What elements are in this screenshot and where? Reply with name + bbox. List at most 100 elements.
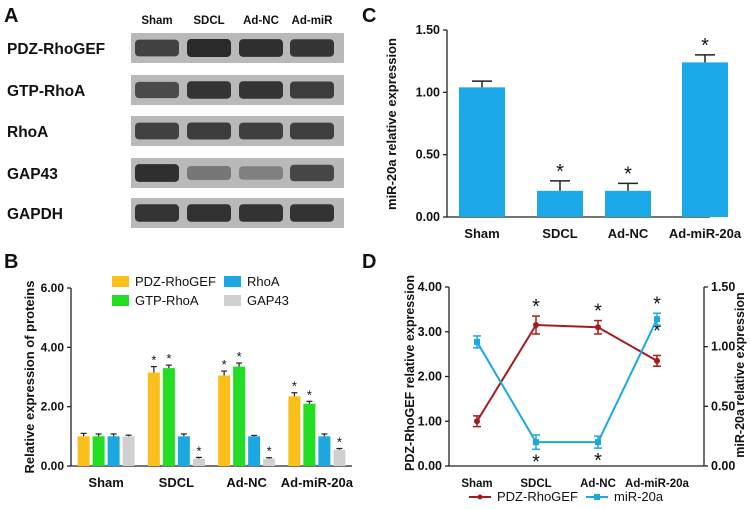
x-tick-label: Sham [461,478,492,490]
x-tick-label: SDCL [542,226,577,241]
y-axis-title: Relative expression of proteins [22,281,37,474]
blot-band [239,81,283,99]
y-axis-title: miR-20a relative expression [384,38,399,210]
y-tick-label: 1.00 [418,414,442,428]
y-tick-label: 1.50 [711,280,735,294]
y-tick-label: 3.00 [418,325,442,339]
y-tick-label: 2.00 [41,400,65,414]
blot-band [239,39,283,57]
blot-row-label: GAP43 [7,166,58,183]
blot-band [135,204,179,222]
y-tick-label: 4.00 [41,340,65,354]
blot-band [239,122,283,140]
significance-mark: * [337,434,342,449]
blot-band [290,39,334,57]
bar [333,449,346,466]
blot-column-label: Ad-NC [243,15,279,27]
data-point [595,324,601,331]
x-tick-label: Ad-miR-20a [625,478,690,490]
significance-mark: * [532,451,540,473]
blot-band [135,122,179,140]
legend-label: PDZ-RhoGEF [497,489,578,504]
blot-row-label: GTP-RhoA [7,83,85,100]
bar [288,396,301,466]
series-line [476,324,658,422]
x-tick-label: Ad-miR-20a [669,226,742,241]
blot-band [239,166,283,180]
legend-label: PDZ-RhoGEF [135,274,216,289]
bar [192,458,205,466]
data-point [474,418,480,425]
significance-mark: * [653,320,661,342]
panel-a-letter: A [4,5,18,27]
blot-row-label: GAPDH [7,206,63,223]
legend-label: miR-20a [614,489,664,504]
blot-band [187,204,231,222]
data-point [595,439,601,446]
blot-band [135,164,179,182]
series-line [476,318,658,444]
data-point [654,316,660,323]
significance-mark: * [594,450,602,472]
blot-column-label: SDCL [193,15,224,27]
significance-mark: * [307,387,312,402]
bar [303,403,316,466]
data-point [533,322,539,329]
significance-mark: * [222,357,227,372]
y-axis-title-right: miR-20a relative expression [733,292,747,457]
y-tick-label: 0.00 [41,459,65,473]
blot-band [135,39,179,57]
bar [682,62,728,218]
blot-column-label: Ad-miR [292,15,334,27]
significance-mark: * [701,35,709,57]
blot-band [187,39,231,57]
significance-mark: * [166,351,171,366]
x-tick-label: SDCL [520,478,551,490]
blot-band [290,122,334,140]
bar [248,436,261,466]
blot-band [239,204,283,222]
y-tick-label: 4.00 [418,280,442,294]
y-tick-label: 0.00 [711,459,735,473]
legend-label: RhoA [247,274,280,289]
bar [122,436,135,466]
y-tick-label: 2.00 [418,370,442,384]
significance-mark: * [624,163,632,185]
western-blot: Sham SDCL Ad-NC Ad-miR PDZ-RhoGEF GTP-RhoA Rho… [7,15,344,228]
significance-mark: * [532,296,540,318]
legend-marker [594,494,600,500]
blot-band [187,165,231,181]
x-tick-label: SDCL [159,475,194,490]
legend-swatch [224,276,241,287]
significance-mark: * [556,161,564,183]
y-tick-label: 6.00 [41,281,65,295]
bar [77,436,90,466]
bar [92,436,105,466]
y-tick-label: 0.00 [418,459,442,473]
significance-mark: * [151,353,156,368]
chart-d-dual-axis-line: 0.00 1.00 2.00 3.00 4.00 0.00 0.50 1.00 1.50 PDZ-… [403,275,747,504]
x-tick-label: Ad-NC [608,226,649,241]
legend-label: GTP-RhoA [135,293,199,308]
legend-swatch [112,276,129,287]
data-point [474,338,480,345]
significance-mark: * [653,293,661,315]
significance-mark: * [237,349,242,364]
bar [218,375,231,466]
significance-mark: * [267,444,272,459]
chart-c-mir20a-expression: 0.00 0.50 1.00 1.50 miR-20a relative express… [384,23,742,241]
significance-mark: * [196,443,201,458]
x-tick-label: Ad-miR-20a [281,475,354,490]
blot-band [290,204,334,222]
bar [537,190,583,217]
y-tick-label: 1.50 [416,23,440,37]
panel-b-letter: B [4,251,18,273]
data-point [654,357,660,364]
y-tick-label: 1.00 [416,85,440,99]
panel-d-letter: D [362,251,376,273]
y-axis-title-left: PDZ-RhoGEF relative expression [403,275,417,471]
chart-b-protein-expression: 0.00 2.00 4.00 6.00 Relative expression of p… [22,274,354,490]
bar [605,190,651,217]
significance-mark: * [292,379,297,394]
blot-band [290,81,334,99]
